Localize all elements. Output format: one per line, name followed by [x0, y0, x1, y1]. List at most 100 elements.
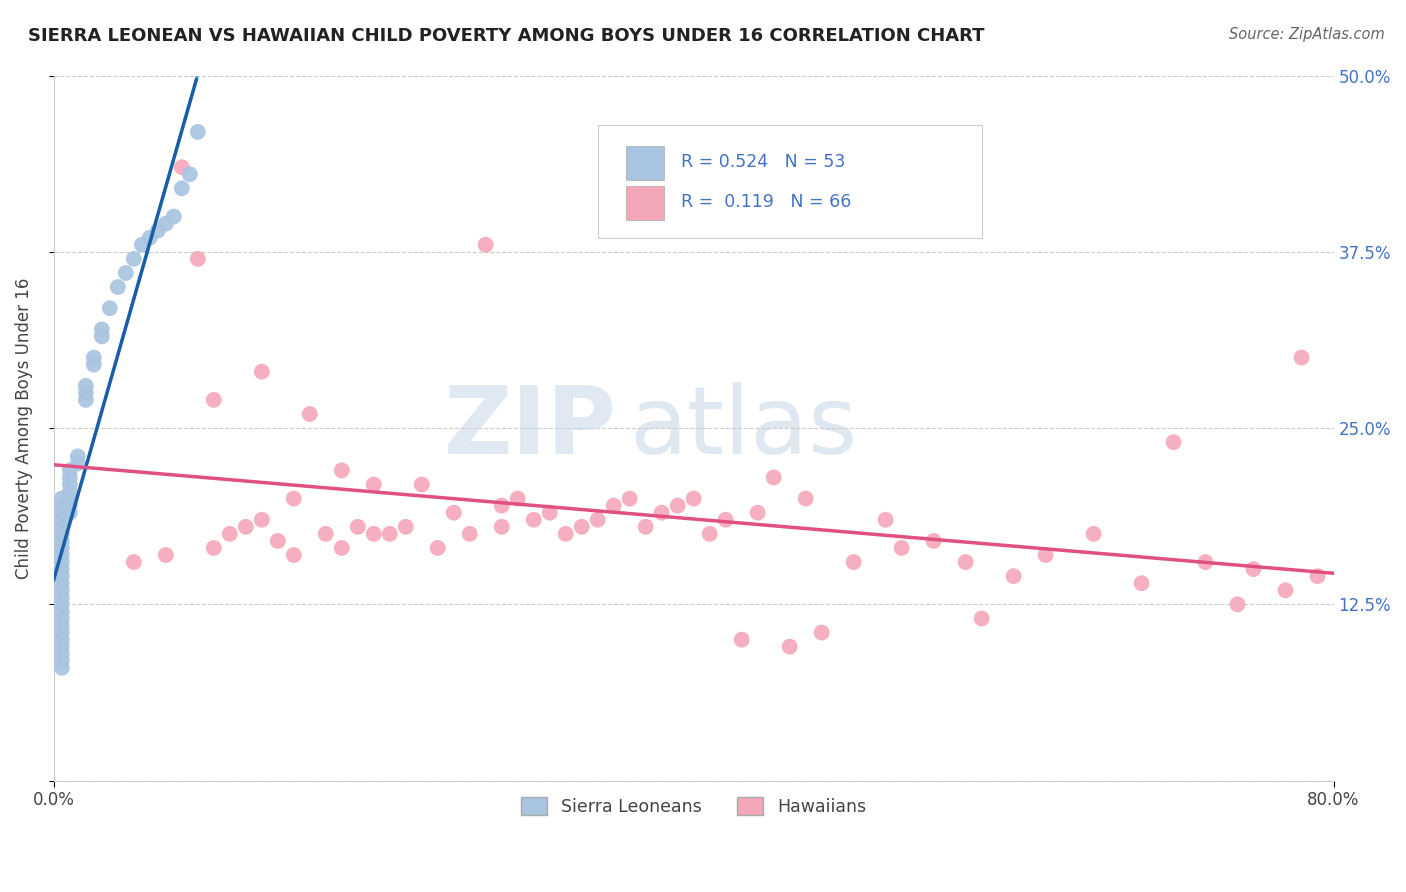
Point [363, 526, 385, 541]
Point [1083, 526, 1105, 541]
Point [51, 548, 73, 562]
Point [875, 513, 897, 527]
Point [714, 513, 737, 527]
Point [794, 491, 817, 506]
Point [762, 470, 785, 484]
Point [619, 491, 641, 506]
Point [491, 499, 513, 513]
Point [474, 237, 496, 252]
Point [250, 513, 273, 527]
Point [267, 533, 290, 548]
Point [51, 499, 73, 513]
Text: SIERRA LEONEAN VS HAWAIIAN CHILD POVERTY AMONG BOYS UNDER 16 CORRELATION CHART: SIERRA LEONEAN VS HAWAIIAN CHILD POVERTY… [28, 27, 984, 45]
Point [250, 365, 273, 379]
Point [51, 598, 73, 612]
Point [51, 569, 73, 583]
Text: R = 0.524   N = 53: R = 0.524 N = 53 [681, 153, 845, 171]
Point [202, 541, 225, 555]
Point [66, 456, 89, 470]
Point [51, 541, 73, 555]
Point [187, 252, 209, 266]
FancyBboxPatch shape [598, 125, 981, 237]
Point [51, 625, 73, 640]
Point [651, 506, 673, 520]
Point [187, 125, 209, 139]
Point [1226, 598, 1249, 612]
Point [922, 533, 945, 548]
Point [51, 562, 73, 576]
Point [170, 160, 193, 174]
Point [51, 618, 73, 632]
Point [59, 506, 82, 520]
Point [59, 470, 82, 484]
Point [747, 506, 769, 520]
Point [51, 661, 73, 675]
Point [1130, 576, 1153, 591]
Point [51, 632, 73, 647]
Point [51, 604, 73, 618]
Point [506, 491, 529, 506]
Point [75, 392, 97, 407]
Point [131, 237, 153, 252]
Text: atlas: atlas [630, 382, 858, 474]
Point [842, 555, 865, 569]
Point [1243, 562, 1265, 576]
Point [298, 407, 321, 421]
Point [139, 230, 162, 244]
Point [523, 513, 546, 527]
Point [235, 520, 257, 534]
Point [1002, 569, 1025, 583]
Point [666, 499, 689, 513]
Point [75, 378, 97, 392]
Point [202, 392, 225, 407]
Point [699, 526, 721, 541]
Point [330, 463, 353, 477]
Point [122, 555, 145, 569]
Point [218, 526, 240, 541]
Point [51, 583, 73, 598]
Point [955, 555, 977, 569]
Point [51, 520, 73, 534]
Point [59, 499, 82, 513]
Point [59, 491, 82, 506]
Point [83, 351, 105, 365]
Point [98, 301, 121, 316]
Point [458, 526, 481, 541]
Point [1163, 435, 1185, 450]
Point [51, 555, 73, 569]
Point [443, 506, 465, 520]
Point [346, 520, 368, 534]
Point [83, 358, 105, 372]
Point [51, 576, 73, 591]
Point [395, 520, 418, 534]
Point [315, 526, 337, 541]
Point [51, 647, 73, 661]
Point [491, 520, 513, 534]
Point [170, 181, 193, 195]
Point [730, 632, 752, 647]
Y-axis label: Child Poverty Among Boys Under 16: Child Poverty Among Boys Under 16 [15, 277, 32, 579]
Point [554, 526, 576, 541]
Point [330, 541, 353, 555]
Point [1306, 569, 1329, 583]
Point [426, 541, 449, 555]
Point [283, 548, 305, 562]
Point [114, 266, 136, 280]
Text: Source: ZipAtlas.com: Source: ZipAtlas.com [1229, 27, 1385, 42]
Point [779, 640, 801, 654]
Point [363, 477, 385, 491]
Point [122, 252, 145, 266]
Point [51, 640, 73, 654]
Point [90, 329, 112, 343]
Point [538, 506, 561, 520]
Text: R =  0.119   N = 66: R = 0.119 N = 66 [681, 194, 851, 211]
Point [59, 484, 82, 499]
Point [586, 513, 609, 527]
Point [411, 477, 433, 491]
Point [1035, 548, 1057, 562]
Point [51, 654, 73, 668]
Point [59, 477, 82, 491]
Point [51, 491, 73, 506]
Point [51, 526, 73, 541]
Point [571, 520, 593, 534]
